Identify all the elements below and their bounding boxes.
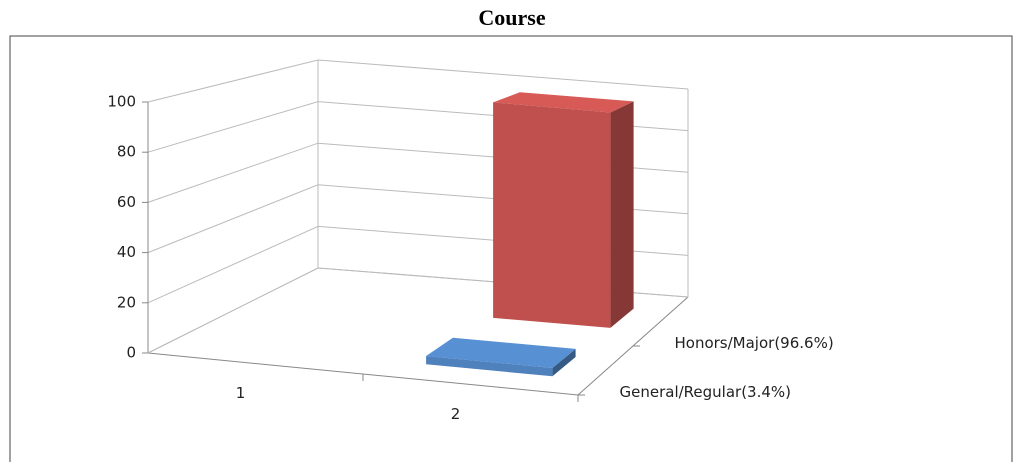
bar-side bbox=[610, 101, 634, 328]
bar-top bbox=[426, 337, 576, 368]
x-tick-label: 1 bbox=[236, 384, 246, 402]
y-tick-label: 100 bbox=[107, 93, 136, 111]
y-tick-label: 20 bbox=[117, 293, 136, 311]
grid-line bbox=[147, 59, 689, 103]
bar-top bbox=[493, 92, 634, 113]
y-tick-label: 0 bbox=[126, 344, 136, 362]
bar-front bbox=[426, 356, 553, 377]
y-tick-label: 60 bbox=[117, 193, 136, 211]
bar-side bbox=[552, 348, 576, 377]
depth-label: Honors/Major(96.6%) bbox=[675, 334, 834, 352]
y-tick-label: 80 bbox=[117, 143, 136, 161]
bar-front bbox=[493, 102, 611, 328]
x-tick-label: 2 bbox=[451, 405, 461, 423]
chart-frame bbox=[9, 35, 1013, 462]
y-tick-label: 40 bbox=[117, 243, 136, 261]
depth-label: General/Regular(3.4%) bbox=[620, 383, 792, 401]
chart-title: Course bbox=[478, 5, 545, 30]
